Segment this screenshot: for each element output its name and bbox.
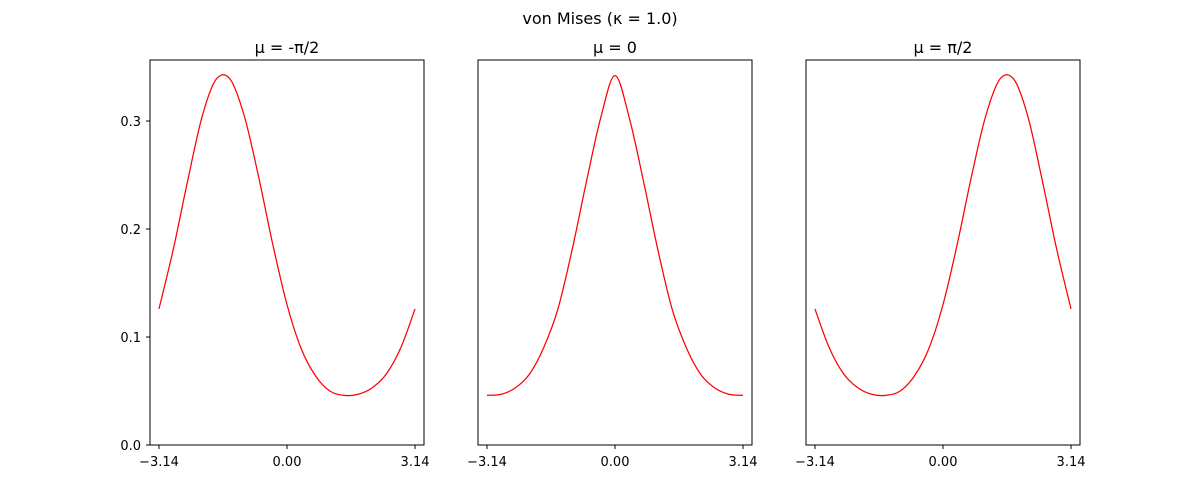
y-tick-label: 0.0 (120, 439, 141, 454)
plot-marks: −3.14 0.00 3.14 (795, 74, 1086, 470)
plot-marks: −3.14 0.00 3.14 (467, 75, 758, 470)
x-tick-label: 0.00 (273, 455, 302, 470)
axes-frame (805, 59, 1081, 446)
x-tick-label: −3.14 (139, 455, 179, 470)
figure-title: von Mises (κ = 1.0) (522, 9, 677, 28)
x-tick-label: 0.00 (601, 455, 630, 470)
series-line (814, 74, 1072, 397)
x-tick-label: −3.14 (795, 455, 835, 470)
y-tick-label: 0.2 (120, 223, 141, 238)
subplot-right: μ = π/2 −3.14 0.00 3.14 (795, 38, 1085, 470)
x-tick-label: 0.00 (929, 455, 958, 470)
subplot-title: μ = -π/2 (255, 38, 320, 57)
axes-frame (149, 59, 425, 446)
subplot-title: μ = π/2 (914, 38, 973, 57)
x-tick-label: 3.14 (401, 455, 430, 470)
x-tick-label: −3.14 (467, 455, 507, 470)
plot-marks: −3.14 0.00 3.14 0.0 0.1 0.2 0.3 (120, 74, 430, 470)
x-tick-label: 3.14 (729, 455, 758, 470)
y-tick-label: 0.1 (120, 331, 141, 346)
series-line (486, 75, 744, 396)
subplot-title: μ = 0 (593, 38, 637, 57)
axes-frame (477, 59, 753, 446)
series-line (158, 74, 416, 397)
subplot-left: μ = -π/2 −3.14 0.00 3.14 0.0 0.1 0.2 0.3 (120, 38, 429, 470)
subplot-middle: μ = 0 −3.14 0.00 3.14 (467, 38, 757, 470)
y-tick-label: 0.3 (120, 115, 141, 130)
x-tick-label: 3.14 (1057, 455, 1086, 470)
